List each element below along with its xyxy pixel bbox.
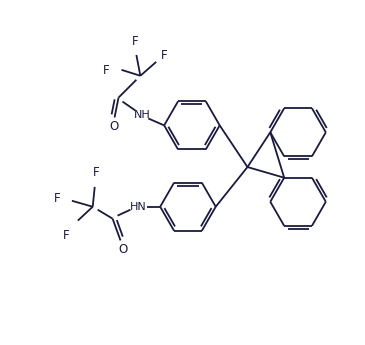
Text: F: F bbox=[161, 49, 168, 62]
Text: F: F bbox=[63, 229, 69, 242]
Text: O: O bbox=[119, 243, 128, 256]
Text: F: F bbox=[132, 34, 139, 48]
Text: O: O bbox=[109, 120, 118, 133]
Text: F: F bbox=[92, 166, 99, 178]
Text: F: F bbox=[54, 192, 60, 205]
Text: HN: HN bbox=[130, 202, 147, 212]
Text: F: F bbox=[103, 64, 110, 77]
Text: NH: NH bbox=[134, 110, 151, 120]
